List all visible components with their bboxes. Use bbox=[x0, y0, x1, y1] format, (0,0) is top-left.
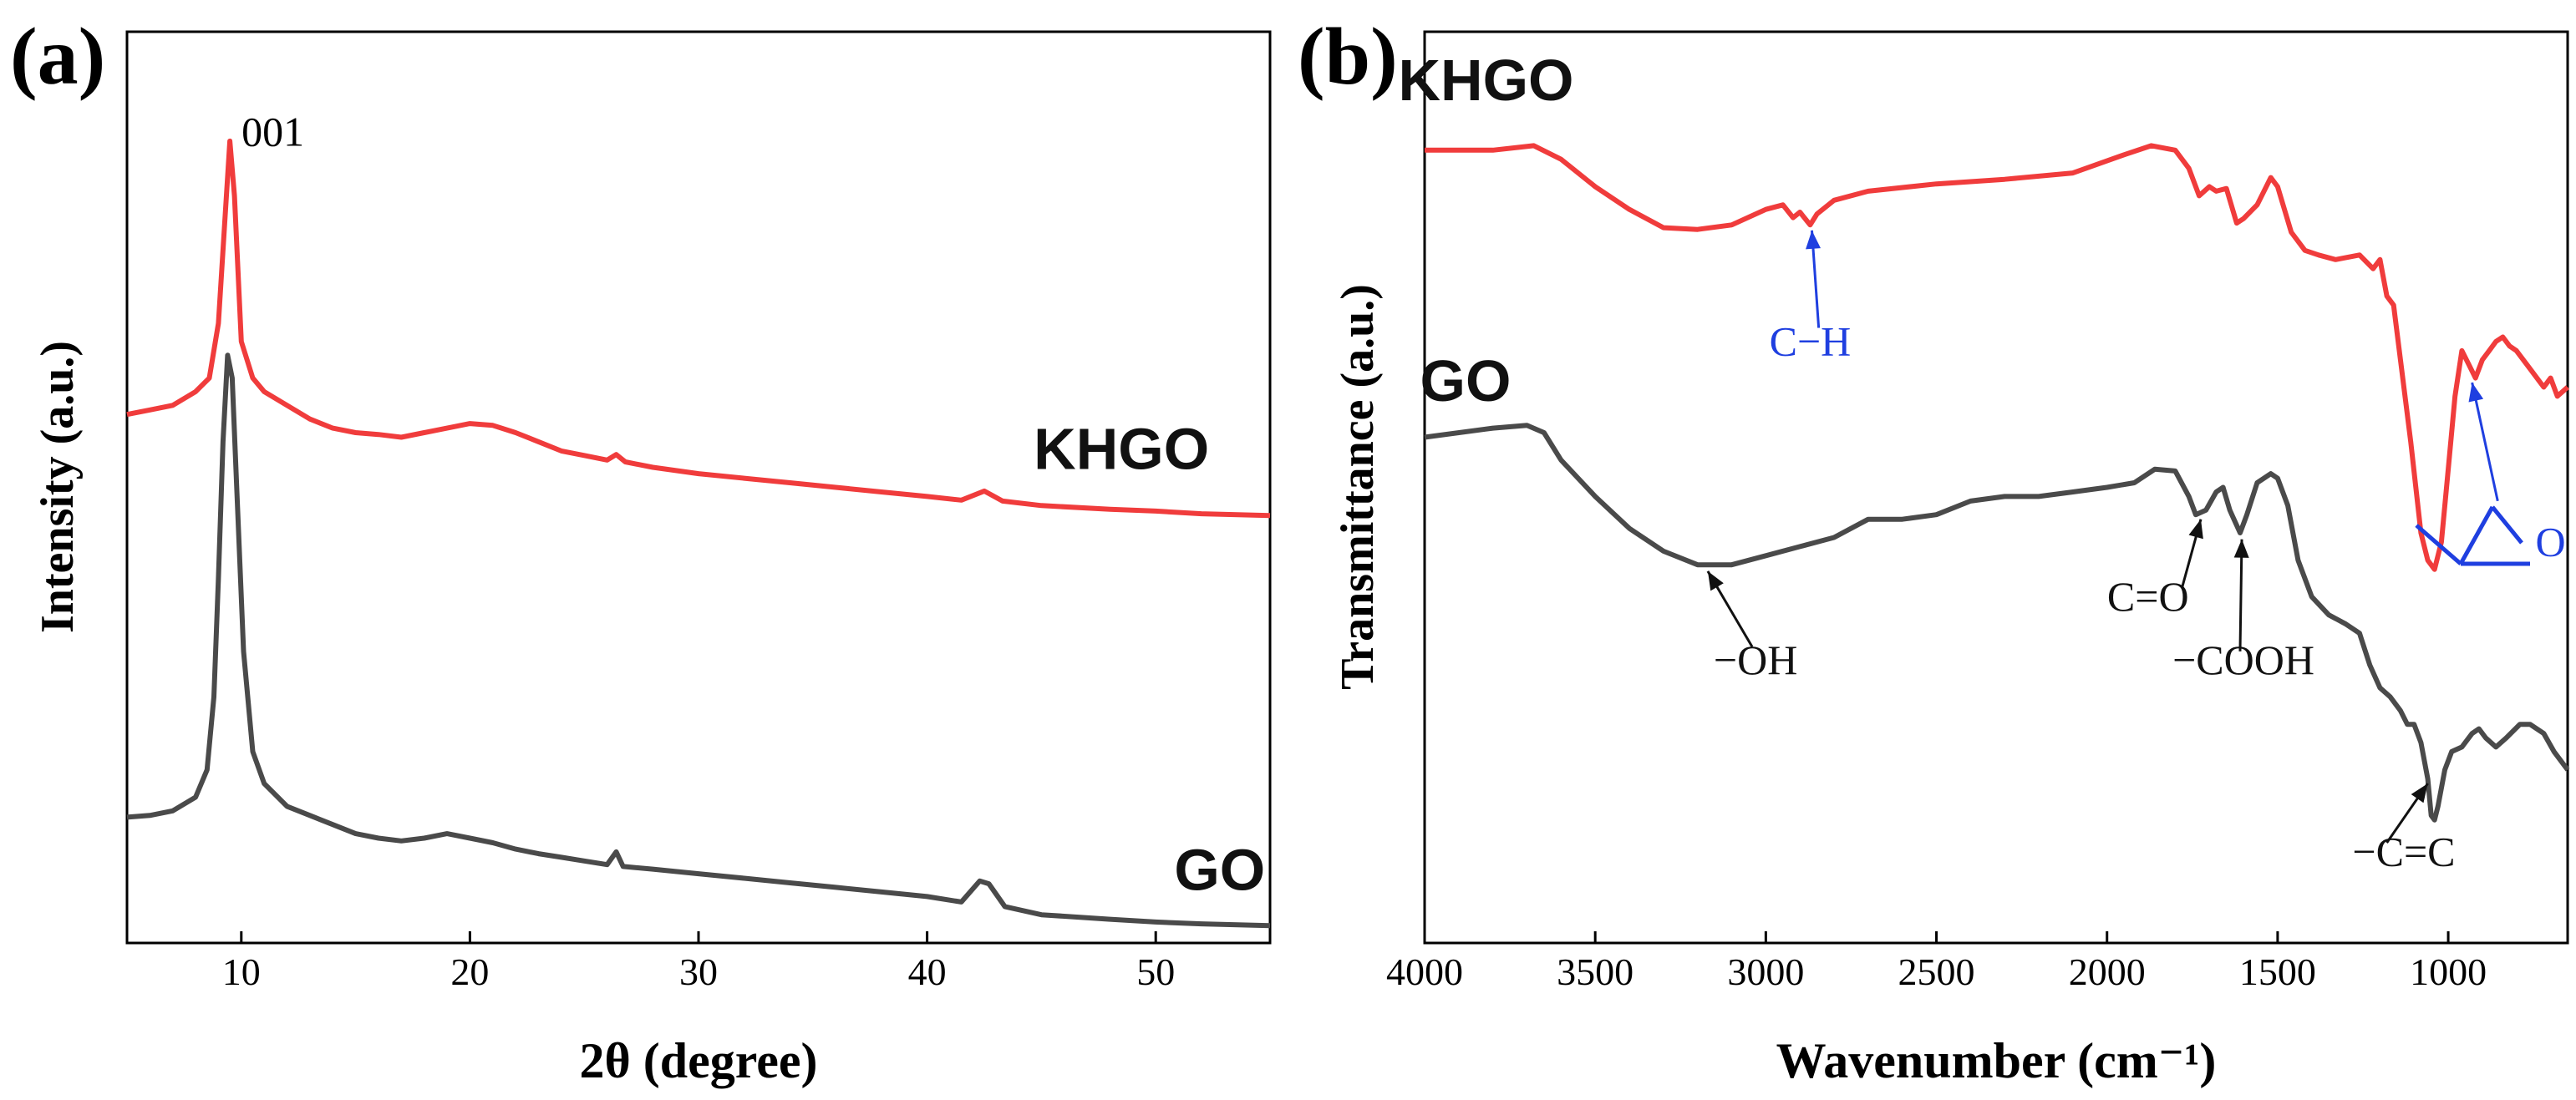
series-line-go-a bbox=[126, 352, 1271, 929]
x-tick-label-b-3: 2500 bbox=[1898, 950, 1975, 993]
annotation-arrowhead-5 bbox=[2468, 383, 2484, 403]
series-label-khgo-b: KHGO bbox=[1399, 48, 1574, 113]
annotation-label-0: C−H bbox=[1770, 317, 1852, 364]
y-axis-label-b: Transmittance (a.u.) bbox=[1332, 284, 1384, 690]
series-label-khgo-a: KHGO bbox=[1034, 417, 1209, 482]
x-axis-label-b: Wavenumber (cm⁻¹) bbox=[1776, 1033, 2217, 1088]
annotation-label-3: −COOH bbox=[2172, 636, 2314, 683]
series-line-go-b bbox=[1424, 423, 2570, 823]
x-tick-label-a-1: 20 bbox=[450, 950, 489, 993]
panel-label-a: (a) bbox=[10, 12, 105, 102]
x-axis-label-a: 2θ (degree) bbox=[579, 1033, 817, 1088]
epoxide-ring-icon bbox=[2415, 505, 2530, 566]
annotation-label-5: O bbox=[2536, 518, 2566, 565]
x-ticks-b: 4000 3500 3000 2500 2000 1500 1000 bbox=[1386, 931, 2487, 993]
annotation-arrowhead-4 bbox=[2411, 783, 2428, 803]
annotation-arrowhead-3 bbox=[2233, 539, 2249, 558]
series-label-go-a: GO bbox=[1174, 838, 1265, 903]
annotation-label-2: C=O bbox=[2107, 573, 2189, 620]
x-tick-label-b-6: 1000 bbox=[2410, 950, 2487, 993]
series-line-khgo-a bbox=[126, 138, 1271, 519]
peak-label-001: 001 bbox=[241, 108, 304, 155]
panel-label-b: (b) bbox=[1298, 12, 1398, 102]
series-label-go-b: GO bbox=[1420, 348, 1512, 413]
x-tick-label-a-2: 30 bbox=[679, 950, 718, 993]
panel-b: (b) 4000 3500 3000 2500 2000 1500 1000 KHGOGO … bbox=[1298, 12, 2570, 1088]
x-ticks-a: 10 20 30 40 50 bbox=[222, 931, 1175, 993]
y-axis-label-a: Intensity (a.u.) bbox=[32, 341, 84, 633]
panel-a: (a) 10 20 30 40 50 KHGO GO 001 2θ (degree) In… bbox=[10, 12, 1272, 1088]
x-tick-label-a-3: 40 bbox=[908, 950, 947, 993]
series-group-a: KHGO GO bbox=[126, 138, 1271, 929]
annotation-label-4: −C=C bbox=[2352, 828, 2455, 874]
annotation-arrow-3 bbox=[2238, 539, 2243, 651]
plot-area-b bbox=[1423, 30, 2569, 945]
x-tick-label-a-0: 10 bbox=[222, 950, 261, 993]
plot-area-a bbox=[125, 30, 1272, 945]
x-tick-label-b-1: 3500 bbox=[1557, 950, 1633, 993]
series-line-khgo-b bbox=[1425, 143, 2569, 572]
annotation-arrowhead-0 bbox=[1806, 230, 1821, 250]
series-group-b: KHGO GO bbox=[1399, 48, 2570, 823]
x-tick-label-a-4: 50 bbox=[1136, 950, 1175, 993]
annotation-arrow-5 bbox=[2471, 382, 2499, 502]
annotation-arrowhead-2 bbox=[2188, 519, 2203, 540]
x-tick-label-b-2: 3000 bbox=[1727, 950, 1804, 993]
x-tick-label-b-5: 1500 bbox=[2239, 950, 2316, 993]
x-tick-label-b-0: 4000 bbox=[1386, 950, 1463, 993]
annotations-b: C−H −OH C=O −COOH −C=C O bbox=[1706, 230, 2566, 874]
annotation-arrowhead-1 bbox=[1707, 570, 1724, 591]
annotation-label-1: −OH bbox=[1714, 636, 1797, 683]
x-tick-label-b-4: 2000 bbox=[2069, 950, 2146, 993]
